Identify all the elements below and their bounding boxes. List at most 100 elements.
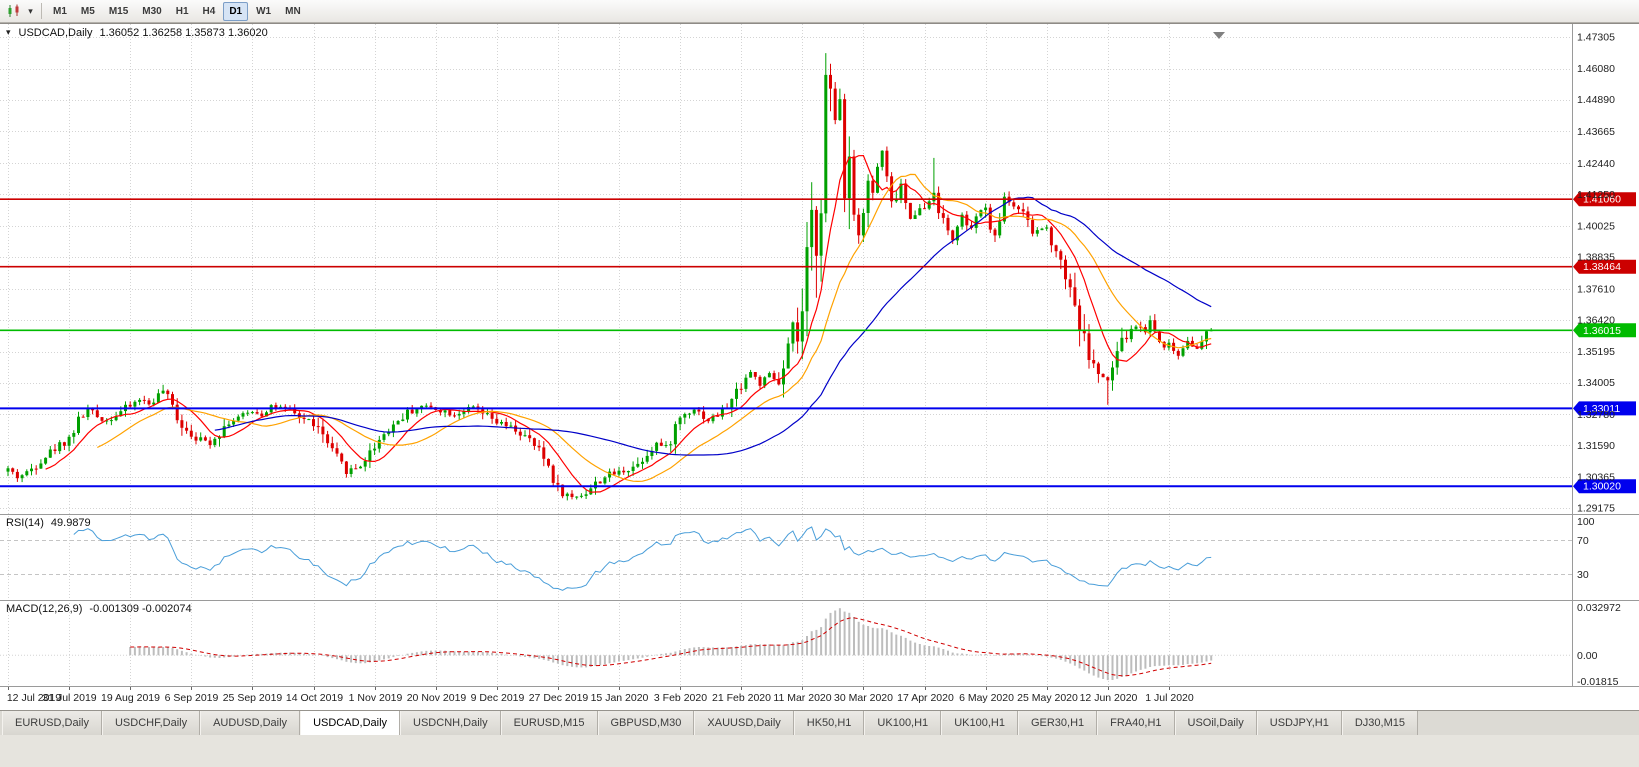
- svg-text:1.47305: 1.47305: [1577, 31, 1615, 43]
- svg-text:100: 100: [1577, 516, 1595, 528]
- svg-text:1.34005: 1.34005: [1577, 377, 1615, 389]
- svg-text:27 Dec 2019: 27 Dec 2019: [529, 692, 589, 704]
- svg-text:1.46080: 1.46080: [1577, 63, 1615, 75]
- svg-text:1 Jul 2020: 1 Jul 2020: [1145, 692, 1194, 704]
- chart-tab-eurusd-daily[interactable]: EURUSD,Daily: [2, 711, 102, 735]
- svg-text:25 Sep 2019: 25 Sep 2019: [223, 692, 283, 704]
- svg-text:1.41060: 1.41060: [1583, 194, 1621, 206]
- svg-text:1.31590: 1.31590: [1577, 440, 1615, 452]
- candlestick-chart-icon[interactable]: [3, 2, 25, 21]
- svg-text:6 May 2020: 6 May 2020: [959, 692, 1014, 704]
- svg-text:11 Mar 2020: 11 Mar 2020: [773, 692, 831, 704]
- timeframe-button-m1[interactable]: M1: [53, 5, 67, 17]
- svg-text:25 May 2020: 25 May 2020: [1017, 692, 1078, 704]
- chart-tab-usdcnh-daily[interactable]: USDCNH,Daily: [400, 711, 501, 735]
- svg-text:15 Jan 2020: 15 Jan 2020: [591, 692, 649, 704]
- price-level-tags: 1.41060 1.38464 1.36015 1.33011 1.30020: [1573, 192, 1636, 494]
- svg-text:12 Jul 2019: 12 Jul 2019: [7, 692, 61, 704]
- chart-tab-bar: EURUSD,Daily USDCHF,Daily AUDUSD,Daily USDC…: [0, 710, 1639, 735]
- svg-text:0.00: 0.00: [1577, 650, 1598, 662]
- timeframe-button-h4[interactable]: H4: [202, 5, 216, 17]
- svg-text:1.30020: 1.30020: [1583, 481, 1621, 493]
- chart-tab-audusd-daily[interactable]: AUDUSD,Daily: [200, 711, 301, 735]
- svg-text:30 Mar 2020: 30 Mar 2020: [834, 692, 893, 704]
- rsi-indicator-name: RSI(14): [6, 517, 44, 529]
- rsi-pane-label: RSI(14) 49.9879: [6, 517, 91, 529]
- chevron-down-icon[interactable]: ▾: [28, 5, 33, 16]
- svg-text:1.38464: 1.38464: [1583, 261, 1621, 273]
- svg-text:6 Sep 2019: 6 Sep 2019: [165, 692, 219, 704]
- svg-text:1.33011: 1.33011: [1583, 403, 1620, 415]
- chart-tab-xauusd-daily[interactable]: XAUUSD,Daily: [694, 711, 794, 735]
- svg-text:1.42440: 1.42440: [1577, 158, 1615, 170]
- svg-text:1.44890: 1.44890: [1577, 94, 1615, 106]
- svg-text:17 Apr 2020: 17 Apr 2020: [897, 692, 954, 704]
- timeframe-button-mn[interactable]: MN: [285, 5, 301, 17]
- timeframe-buttons: M1 M5 M15 M30 H1 H4 D1 W1 MN: [47, 1, 307, 21]
- toolbar: ▾ M1 M5 M15 M30 H1 H4 D1 W1 MN: [0, 0, 1639, 23]
- timeframe-button-m5[interactable]: M5: [80, 5, 95, 17]
- svg-text:31 Jul 2019: 31 Jul 2019: [42, 692, 96, 704]
- moving-averages: [45, 154, 1212, 493]
- chart-tab-usdchf-daily[interactable]: USDCHF,Daily: [101, 711, 201, 735]
- timeframe-button-h1[interactable]: H1: [175, 5, 189, 17]
- chart-ohlc-values: 1.36052 1.36258 1.35873 1.36020: [99, 27, 268, 39]
- svg-text:-0.01815: -0.01815: [1577, 676, 1619, 688]
- chart-tab-usdcad-daily[interactable]: USDCAD,Daily: [300, 711, 401, 735]
- chart-tab-usdjpy-h1[interactable]: USDJPY,H1: [1256, 711, 1342, 735]
- chart-canvas[interactable]: 1.410601.384641.360151.330111.300201.473…: [0, 24, 1639, 710]
- macd-pane-label: MACD(12,26,9) -0.001309 -0.002074: [6, 603, 192, 615]
- chart-tab-ger30-h1[interactable]: GER30,H1: [1017, 711, 1098, 735]
- chart-tab-eurusd-m15[interactable]: EURUSD,M15: [500, 711, 598, 735]
- svg-text:1.36420: 1.36420: [1577, 314, 1615, 326]
- timeframe-button-w1[interactable]: W1: [256, 5, 272, 17]
- chart-tab-gbpusd-m30[interactable]: GBPUSD,M30: [597, 711, 695, 735]
- timeframe-button-m15[interactable]: M15: [108, 5, 129, 17]
- svg-text:1.40025: 1.40025: [1577, 221, 1615, 233]
- svg-text:19 Aug 2019: 19 Aug 2019: [101, 692, 160, 704]
- chart-tab-usoil-daily[interactable]: USOil,Daily: [1174, 711, 1257, 735]
- rsi-indicator: 100 70 30: [0, 516, 1595, 591]
- candlestick-chart-icon-svg: [8, 4, 19, 17]
- macd-indicator-values: -0.001309 -0.002074: [89, 603, 192, 615]
- chart-shift-triangle-icon[interactable]: [1213, 32, 1225, 39]
- svg-text:30: 30: [1577, 569, 1589, 581]
- svg-text:70: 70: [1577, 535, 1589, 547]
- svg-text:0.032972: 0.032972: [1577, 602, 1621, 614]
- svg-text:9 Dec 2019: 9 Dec 2019: [471, 692, 525, 704]
- chart-title: ▾ USDCAD,Daily 1.36052 1.36258 1.35873 1…: [6, 27, 268, 39]
- horizontal-levels[interactable]: [0, 198, 1572, 488]
- svg-text:1.41250: 1.41250: [1577, 189, 1615, 201]
- svg-text:1.29175: 1.29175: [1577, 503, 1615, 515]
- svg-text:1.38835: 1.38835: [1577, 252, 1615, 264]
- price-axis: 1.47305 1.46080 1.44890 1.43665 1.42440 1.412…: [1577, 31, 1615, 514]
- chart-symbol-period: USDCAD,Daily: [18, 27, 93, 39]
- svg-text:20 Nov 2019: 20 Nov 2019: [407, 692, 467, 704]
- rsi-indicator-value: 49.9879: [50, 517, 91, 529]
- svg-text:12 Jun 2020: 12 Jun 2020: [1080, 692, 1138, 704]
- toolbar-separator: [41, 3, 42, 19]
- svg-text:1.30365: 1.30365: [1577, 472, 1615, 484]
- chart-tab-dj30-m15[interactable]: DJ30,M15: [1341, 711, 1418, 735]
- svg-text:1.35195: 1.35195: [1577, 346, 1615, 358]
- svg-text:1.43665: 1.43665: [1577, 126, 1615, 138]
- svg-text:1.37610: 1.37610: [1577, 283, 1615, 295]
- svg-text:1.32780: 1.32780: [1577, 409, 1615, 421]
- chart-tab-hk50-h1[interactable]: HK50,H1: [793, 711, 865, 735]
- macd-indicator-name: MACD(12,26,9): [6, 603, 83, 615]
- timeframe-button-m30[interactable]: M30: [142, 5, 162, 17]
- chart-tab-uk100-h1[interactable]: UK100,H1: [941, 711, 1018, 735]
- status-strip: [0, 735, 1639, 767]
- timeframe-button-d1[interactable]: D1: [223, 1, 249, 21]
- chart-tab-uk100-h1[interactable]: UK100,H1: [864, 711, 942, 735]
- pane-separators: [0, 24, 1639, 687]
- svg-text:3 Feb 2020: 3 Feb 2020: [654, 692, 707, 704]
- chart-tab-fra40-h1[interactable]: FRA40,H1: [1097, 711, 1175, 735]
- svg-text:14 Oct 2019: 14 Oct 2019: [286, 692, 343, 704]
- chart-background: [0, 24, 1639, 710]
- svg-text:1.36015: 1.36015: [1583, 325, 1621, 337]
- chart-window: 1.41060 1.38464 1.36015 1.33011 1.30020 1.473…: [0, 23, 1639, 710]
- macd-indicator: 0.032972 0.00 -0.01815: [0, 602, 1621, 688]
- chart-context-arrow-icon[interactable]: ▾: [6, 27, 11, 37]
